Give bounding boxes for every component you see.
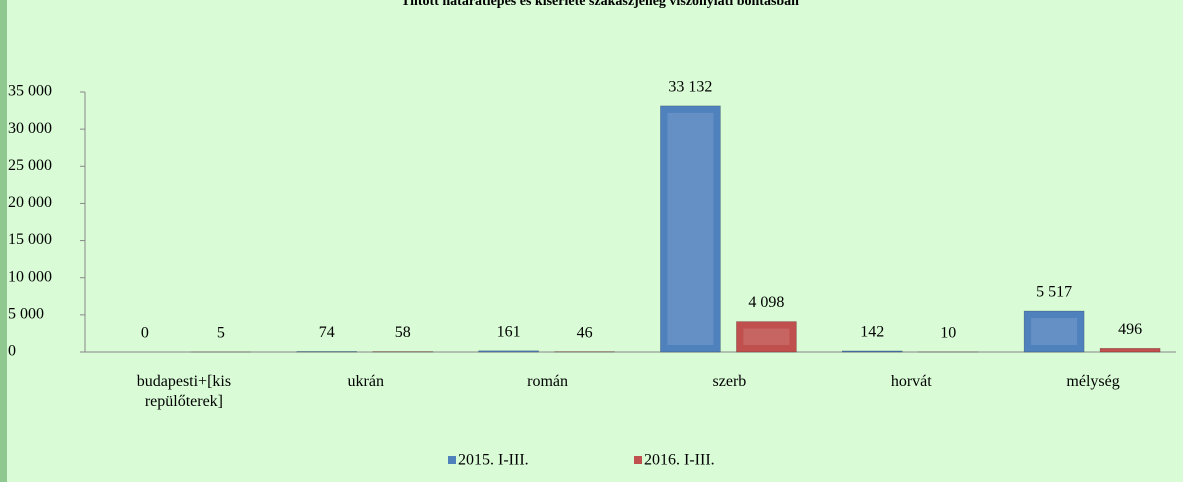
bar <box>296 351 357 353</box>
x-tick-label: horvát <box>890 373 932 390</box>
x-tick-label: szerb <box>712 373 747 390</box>
legend-label: 2015. I-III. <box>458 452 529 469</box>
y-tick-label: 0 <box>8 343 16 360</box>
bar <box>478 350 539 353</box>
data-label: 5 <box>217 325 225 342</box>
data-label: 5 517 <box>1036 284 1072 301</box>
legend-label: 2016. I-III. <box>644 452 715 469</box>
data-label: 58 <box>395 324 411 341</box>
y-tick-label: 30 000 <box>8 120 52 137</box>
data-label: 0 <box>141 325 149 342</box>
y-tick-label: 35 000 <box>8 83 52 100</box>
data-label: 161 <box>497 323 521 340</box>
legend-swatch <box>634 456 642 464</box>
y-tick-label: 15 000 <box>8 231 52 248</box>
bar <box>1023 310 1085 353</box>
legend-swatch <box>448 456 456 464</box>
x-tick-label: mélység <box>1066 373 1120 390</box>
data-label: 33 132 <box>668 79 712 96</box>
bar <box>842 350 903 353</box>
y-tick-label: 20 000 <box>8 194 52 211</box>
y-tick-label: 10 000 <box>8 268 52 285</box>
data-label: 46 <box>577 324 593 341</box>
data-label: 142 <box>860 324 884 341</box>
bar <box>660 105 721 353</box>
data-label: 10 <box>940 325 956 342</box>
y-tick-label: 5 000 <box>8 306 44 323</box>
chart-title: Tiltott határátlépés és kísérlete szakas… <box>401 0 799 9</box>
x-tick-label: román <box>527 373 569 390</box>
bar <box>1099 348 1161 353</box>
x-tick-label: budapesti+[kis repülőterek] <box>136 373 232 410</box>
x-tick-label: ukrán <box>347 373 384 390</box>
data-label: 496 <box>1118 321 1142 338</box>
data-label: 74 <box>319 324 335 341</box>
data-label: 4 098 <box>748 294 784 311</box>
bar <box>736 321 797 353</box>
left-border <box>0 0 7 482</box>
y-tick-label: 25 000 <box>8 157 52 174</box>
